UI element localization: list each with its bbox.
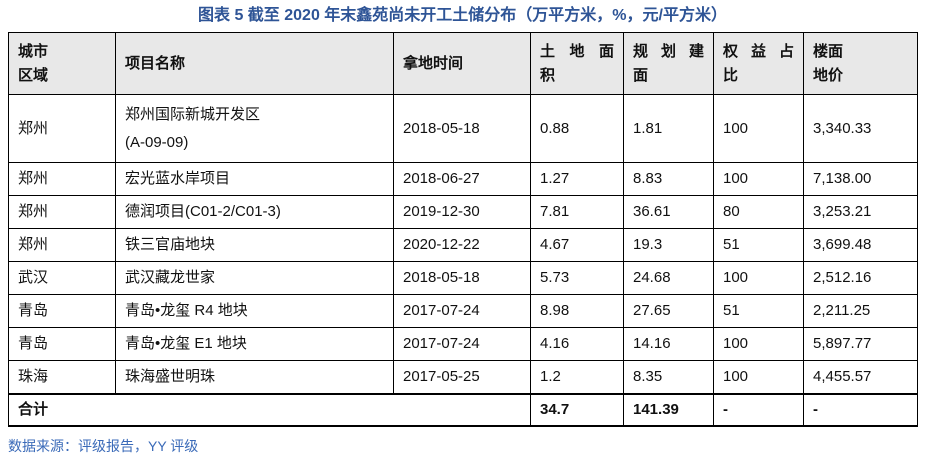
cell-date: 2017-05-25 (393, 360, 531, 394)
cell-city: 青岛 (8, 294, 116, 328)
cell-land-area: 4.16 (530, 327, 624, 361)
cell-city: 郑州 (8, 94, 116, 163)
cell-equity: 100 (713, 261, 804, 295)
cell-date: 2018-05-18 (393, 261, 531, 295)
cell-floor-price: 3,699.48 (803, 228, 918, 262)
cell-date: 2017-07-24 (393, 294, 531, 328)
data-source: 数据来源：评级报告，YY 评级 (8, 437, 199, 454)
cell-date: 2019-12-30 (393, 195, 531, 229)
cell-city: 郑州 (8, 228, 116, 262)
header-cell-project: 项目名称 (115, 32, 394, 95)
land-bank-table: 城市 区域 项目名称 拿地时间 土地面积规划建面权益占比楼面 地价 郑州 郑州国际新城开发区… (8, 32, 918, 427)
cell-planned-gfa: 8.35 (623, 360, 714, 394)
cell-equity: 80 (713, 195, 804, 229)
cell-date: 2020-12-22 (393, 228, 531, 262)
cell-equity: 100 (713, 327, 804, 361)
table-row: 郑州 铁三官庙地块 2020-12-22 4.67 19.3 51 3,699.48 (8, 228, 918, 262)
cell-project: 德润项目(C01-2/C01-3) (115, 195, 394, 229)
header-cell-land-area: 土地面积 (530, 32, 624, 95)
cell-planned-gfa: 1.81 (623, 94, 714, 163)
cell-city: 郑州 (8, 162, 116, 196)
table-row: 青岛 青岛•龙玺 E1 地块 2017-07-24 4.16 14.16 100 5,897… (8, 327, 918, 361)
cell-date: 2017-07-24 (393, 327, 531, 361)
cell-project: 郑州国际新城开发区 (A-09-09) (115, 94, 394, 163)
cell-planned-gfa: 14.16 (623, 327, 714, 361)
cell-land-area: 0.88 (530, 94, 624, 163)
cell-project: 珠海盛世明珠 (115, 360, 394, 394)
cell-city: 武汉 (8, 261, 116, 295)
cell-date: 2018-06-27 (393, 162, 531, 196)
cell-floor-price: 2,211.25 (803, 294, 918, 328)
total-equity: - (713, 392, 804, 427)
total-floor-price: - (803, 392, 918, 427)
cell-floor-price: 2,512.16 (803, 261, 918, 295)
cell-city: 青岛 (8, 327, 116, 361)
table-row: 郑州 郑州国际新城开发区 (A-09-09) 2018-05-18 0.88 1.81 10… (8, 94, 918, 163)
table-header-row: 城市 区域 项目名称 拿地时间 土地面积规划建面权益占比楼面 地价 (8, 32, 918, 95)
cell-equity: 100 (713, 162, 804, 196)
cell-project: 宏光蓝水岸项目 (115, 162, 394, 196)
cell-land-area: 1.2 (530, 360, 624, 394)
cell-project: 铁三官庙地块 (115, 228, 394, 262)
cell-planned-gfa: 8.83 (623, 162, 714, 196)
table-row: 青岛 青岛•龙玺 R4 地块 2017-07-24 8.98 27.65 51 2,211.… (8, 294, 918, 328)
cell-project: 武汉藏龙世家 (115, 261, 394, 295)
table-row: 郑州 德润项目(C01-2/C01-3) 2019-12-30 7.81 36.61 80… (8, 195, 918, 229)
cell-land-area: 1.27 (530, 162, 624, 196)
header-cell-floor-price: 楼面 地价 (803, 32, 918, 95)
header-cell-city: 城市 区域 (8, 32, 116, 95)
table-row: 武汉 武汉藏龙世家 2018-05-18 5.73 24.68 100 2,512.16 (8, 261, 918, 295)
total-planned-gfa: 141.39 (623, 392, 714, 427)
cell-equity: 100 (713, 360, 804, 394)
cell-date: 2018-05-18 (393, 94, 531, 163)
cell-city: 郑州 (8, 195, 116, 229)
cell-planned-gfa: 27.65 (623, 294, 714, 328)
figure-caption: 图表 5 截至 2020 年末鑫苑尚未开工土储分布（万平方米，%，元/平方米） (198, 7, 727, 24)
cell-equity: 51 (713, 228, 804, 262)
table-row: 珠海 珠海盛世明珠 2017-05-25 1.2 8.35 100 4,455.57 (8, 360, 918, 394)
table-row: 郑州 宏光蓝水岸项目 2018-06-27 1.27 8.83 100 7,138.00 (8, 162, 918, 196)
cell-planned-gfa: 19.3 (623, 228, 714, 262)
header-cell-planned-gfa: 规划建面 (623, 32, 714, 95)
cell-floor-price: 3,340.33 (803, 94, 918, 163)
cell-floor-price: 5,897.77 (803, 327, 918, 361)
cell-land-area: 8.98 (530, 294, 624, 328)
cell-equity: 51 (713, 294, 804, 328)
cell-city: 珠海 (8, 360, 116, 394)
cell-floor-price: 4,455.57 (803, 360, 918, 394)
total-label: 合计 (8, 392, 531, 427)
header-cell-equity: 权益占比 (713, 32, 804, 95)
cell-land-area: 4.67 (530, 228, 624, 262)
cell-floor-price: 7,138.00 (803, 162, 918, 196)
cell-project: 青岛•龙玺 E1 地块 (115, 327, 394, 361)
cell-equity: 100 (713, 94, 804, 163)
cell-planned-gfa: 24.68 (623, 261, 714, 295)
total-row: 合计 34.7 141.39- - (8, 392, 918, 427)
total-land-area: 34.7 (530, 392, 624, 427)
cell-land-area: 5.73 (530, 261, 624, 295)
cell-land-area: 7.81 (530, 195, 624, 229)
header-cell-date: 拿地时间 (393, 32, 531, 95)
cell-planned-gfa: 36.61 (623, 195, 714, 229)
cell-floor-price: 3,253.21 (803, 195, 918, 229)
cell-project: 青岛•龙玺 R4 地块 (115, 294, 394, 328)
